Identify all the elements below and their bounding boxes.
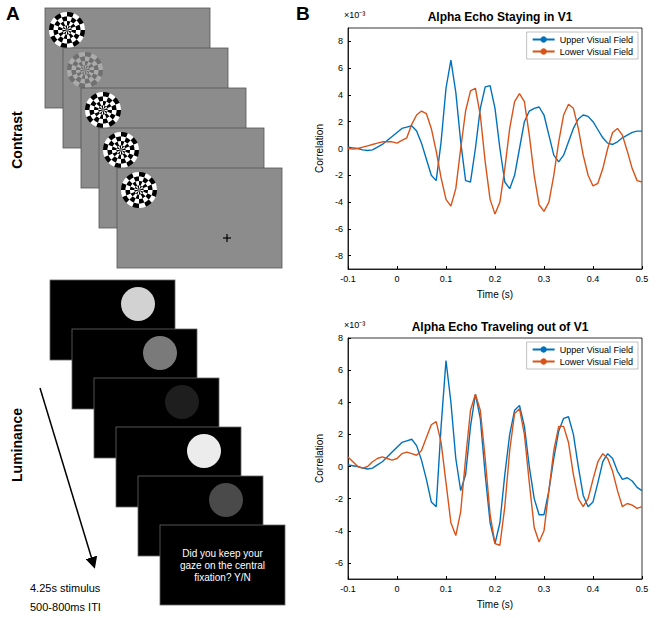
svg-text:-6: -6 [335,558,343,568]
svg-text:×10⁻³: ×10⁻³ [344,10,365,20]
svg-text:0: 0 [338,144,343,154]
svg-text:500-800ms ITI: 500-800ms ITI [30,601,101,613]
svg-text:-0.1: -0.1 [340,274,356,284]
svg-text:Correlation: Correlation [314,124,325,173]
svg-text:Lower Visual Field: Lower Visual Field [560,357,633,367]
svg-text:-0.1: -0.1 [340,584,356,594]
svg-text:0.4: 0.4 [587,274,600,284]
svg-text:0.5: 0.5 [636,584,649,594]
svg-text:-4: -4 [335,526,343,536]
svg-text:Correlation: Correlation [314,434,325,483]
svg-text:Upper Visual Field: Upper Visual Field [560,35,633,45]
svg-text:B: B [296,3,310,24]
svg-text:0.1: 0.1 [440,584,453,594]
svg-text:-4: -4 [335,197,343,207]
svg-text:8: 8 [338,36,343,46]
svg-text:0.2: 0.2 [489,274,502,284]
svg-text:-8: -8 [335,251,343,261]
svg-text:6: 6 [338,365,343,375]
svg-text:-2: -2 [335,170,343,180]
svg-text:4: 4 [338,90,343,100]
svg-text:Contrast: Contrast [9,111,25,169]
svg-text:Did you keep your: Did you keep your [182,548,263,559]
svg-text:-6: -6 [335,224,343,234]
svg-text:0.1: 0.1 [440,274,453,284]
svg-text:gaze on the central: gaze on the central [180,560,265,571]
svg-text:0.3: 0.3 [538,584,551,594]
svg-text:0: 0 [338,462,343,472]
svg-text:0.5: 0.5 [636,274,649,284]
svg-text:2: 2 [338,117,343,127]
svg-text:Alpha Echo Staying in V1: Alpha Echo Staying in V1 [428,10,573,24]
svg-text:0.4: 0.4 [587,584,600,594]
svg-text:A: A [6,3,20,24]
svg-text:2: 2 [338,429,343,439]
svg-text:Luminance: Luminance [9,408,25,482]
svg-text:Alpha Echo Traveling out of V1: Alpha Echo Traveling out of V1 [412,320,589,334]
svg-text:4.25s stimulus: 4.25s stimulus [30,582,101,594]
svg-text:Upper Visual Field: Upper Visual Field [560,345,633,355]
svg-text:fixation? Y/N: fixation? Y/N [194,572,251,583]
svg-text:6: 6 [338,63,343,73]
svg-text:0.3: 0.3 [538,274,551,284]
svg-text:×10⁻³: ×10⁻³ [344,320,365,330]
svg-text:8: 8 [338,333,343,343]
svg-text:0: 0 [394,584,399,594]
svg-text:-2: -2 [335,494,343,504]
svg-text:Time (s): Time (s) [477,289,513,300]
svg-text:Lower Visual Field: Lower Visual Field [560,47,633,57]
svg-text:0: 0 [394,274,399,284]
svg-text:0.2: 0.2 [489,584,502,594]
svg-text:Time (s): Time (s) [477,599,513,610]
svg-text:4: 4 [338,397,343,407]
